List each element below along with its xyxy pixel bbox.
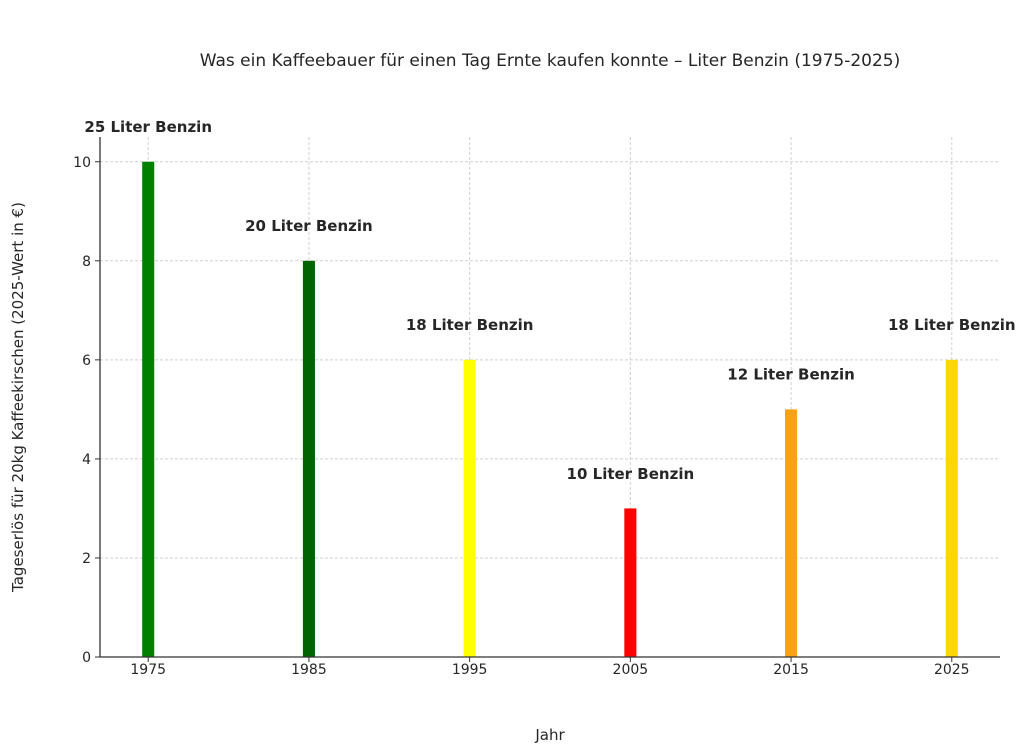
y-tick-label: 10 [73,155,91,171]
y-tick-label: 0 [82,650,91,666]
x-tick-label: 1985 [291,662,327,678]
annotations: 25 Liter Benzin 20 Liter Benzin 18 Liter B… [84,118,1015,483]
bar-annotation: 20 Liter Benzin [245,217,373,235]
x-tick-label: 2015 [773,662,809,678]
x-axis-label: Jahr [534,726,565,744]
y-tick-label: 4 [82,452,91,468]
y-tick-label: 8 [82,254,91,270]
y-tick-label: 6 [82,353,91,369]
bar-annotation: 18 Liter Benzin [406,316,534,334]
bar-1995 [463,359,476,657]
bar-annotation: 18 Liter Benzin [888,316,1016,334]
x-tick-label: 2005 [613,662,649,678]
y-tick-label: 2 [82,551,91,567]
bar-annotation: 12 Liter Benzin [727,366,855,384]
bar-1985 [302,260,315,657]
chart-title: Was ein Kaffeebauer für einen Tag Ernte … [200,51,901,71]
x-tick-label: 2025 [934,662,970,678]
bar-2015 [785,409,798,657]
x-tick-label: 1995 [452,662,488,678]
y-ticks: 0 2 4 6 8 10 [73,155,100,666]
y-axis-label: Tageserlös für 20kg Kaffeekirschen (2025… [9,202,27,593]
bar-2005 [624,508,637,657]
bar-annotation: 25 Liter Benzin [84,118,212,136]
x-tick-label: 1975 [130,662,166,678]
grid [100,137,1000,658]
bar-annotation: 10 Liter Benzin [567,465,695,483]
x-ticks: 1975 1985 1995 2005 2015 2025 [130,657,970,678]
bars [142,161,958,657]
bar-1975 [142,161,155,657]
bar-2025 [945,359,958,657]
